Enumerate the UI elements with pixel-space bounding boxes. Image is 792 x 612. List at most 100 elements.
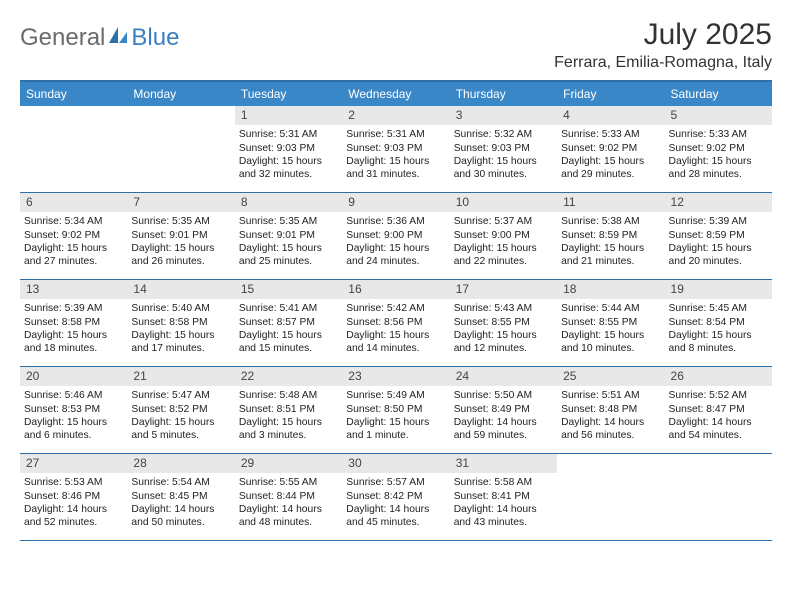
day-line-day1: Daylight: 14 hours (24, 503, 123, 516)
day-line-day2: and 5 minutes. (131, 429, 230, 442)
day-body: Sunrise: 5:35 AMSunset: 9:01 PMDaylight:… (127, 214, 234, 272)
day-line-day1: Daylight: 15 hours (131, 242, 230, 255)
day-cell: 7Sunrise: 5:35 AMSunset: 9:01 PMDaylight… (127, 193, 234, 279)
day-body: Sunrise: 5:48 AMSunset: 8:51 PMDaylight:… (235, 388, 342, 446)
day-cell: 16Sunrise: 5:42 AMSunset: 8:56 PMDayligh… (342, 280, 449, 366)
day-number: 16 (342, 280, 449, 299)
day-line-sunset: Sunset: 8:45 PM (131, 490, 230, 503)
day-line-sunset: Sunset: 8:58 PM (131, 316, 230, 329)
day-line-sunset: Sunset: 8:48 PM (561, 403, 660, 416)
day-body: Sunrise: 5:52 AMSunset: 8:47 PMDaylight:… (665, 388, 772, 446)
day-body: Sunrise: 5:58 AMSunset: 8:41 PMDaylight:… (450, 475, 557, 533)
day-line-day2: and 12 minutes. (454, 342, 553, 355)
day-line-sunset: Sunset: 9:02 PM (669, 142, 768, 155)
day-line-day2: and 18 minutes. (24, 342, 123, 355)
day-number: 30 (342, 454, 449, 473)
day-cell: 5Sunrise: 5:33 AMSunset: 9:02 PMDaylight… (665, 106, 772, 192)
day-cell: 30 Sunrise: 5:57 AMSunset: 8:42 PMDayligh… (342, 454, 449, 540)
day-body: Sunrise: 5:55 AMSunset: 8:44 PMDaylight:… (235, 475, 342, 533)
brand-word1: General (20, 24, 105, 52)
day-line-sunrise: Sunrise: 5:34 AM (24, 215, 123, 228)
day-number: 26 (665, 367, 772, 386)
brand-word2: Blue (131, 24, 179, 52)
day-body: Sunrise: 5:53 AMSunset: 8:46 PMDaylight:… (20, 475, 127, 533)
day-cell: 31Sunrise: 5:58 AMSunset: 8:41 PMDayligh… (450, 454, 557, 540)
day-line-day1: Daylight: 14 hours (454, 503, 553, 516)
day-number: 12 (665, 193, 772, 212)
day-line-day2: and 45 minutes. (346, 516, 445, 529)
day-number: 25 (557, 367, 664, 386)
day-line-day2: and 22 minutes. (454, 255, 553, 268)
day-line-sunrise: Sunrise: 5:53 AM (24, 476, 123, 489)
day-line-day2: and 31 minutes. (346, 168, 445, 181)
day-number: 28 (127, 454, 234, 473)
day-cell: 8Sunrise: 5:35 AMSunset: 9:01 PMDaylight… (235, 193, 342, 279)
day-line-day1: Daylight: 14 hours (239, 503, 338, 516)
day-line-day1: Daylight: 14 hours (131, 503, 230, 516)
day-cell: 17Sunrise: 5:43 AMSunset: 8:55 PMDayligh… (450, 280, 557, 366)
day-line-sunrise: Sunrise: 5:52 AM (669, 389, 768, 402)
day-line-day1: Daylight: 15 hours (454, 155, 553, 168)
day-body: Sunrise: 5:33 AMSunset: 9:02 PMDaylight:… (557, 127, 664, 185)
day-line-day2: and 27 minutes. (24, 255, 123, 268)
day-number: 8 (235, 193, 342, 212)
day-number: 17 (450, 280, 557, 299)
day-body: Sunrise: 5:57 AMSunset: 8:42 PMDaylight:… (342, 475, 449, 533)
day-line-sunrise: Sunrise: 5:31 AM (346, 128, 445, 141)
day-line-day2: and 10 minutes. (561, 342, 660, 355)
day-line-sunset: Sunset: 8:42 PM (346, 490, 445, 503)
day-line-sunset: Sunset: 9:03 PM (239, 142, 338, 155)
day-line-day1: Daylight: 15 hours (454, 329, 553, 342)
day-cell: 26 Sunrise: 5:52 AMSunset: 8:47 PMDayligh… (665, 367, 772, 453)
day-body: Sunrise: 5:32 AMSunset: 9:03 PMDaylight:… (450, 127, 557, 185)
day-line-day1: Daylight: 15 hours (561, 242, 660, 255)
day-line-day1: Daylight: 15 hours (669, 155, 768, 168)
day-line-sunrise: Sunrise: 5:47 AM (131, 389, 230, 402)
day-body: Sunrise: 5:31 AMSunset: 9:03 PMDaylight:… (342, 127, 449, 185)
week-row: 13Sunrise: 5:39 AMSunset: 8:58 PMDayligh… (20, 280, 772, 367)
day-line-day2: and 17 minutes. (131, 342, 230, 355)
day-body: Sunrise: 5:39 AMSunset: 8:59 PMDaylight:… (665, 214, 772, 272)
day-cell: 20Sunrise: 5:46 AMSunset: 8:53 PMDayligh… (20, 367, 127, 453)
day-line-sunset: Sunset: 8:56 PM (346, 316, 445, 329)
week-row: 20Sunrise: 5:46 AMSunset: 8:53 PMDayligh… (20, 367, 772, 454)
day-number: 2 (342, 106, 449, 125)
dow-cell: Wednesday (342, 82, 449, 106)
day-number: 19 (665, 280, 772, 299)
day-cell: 9 Sunrise: 5:36 AMSunset: 9:00 PMDaylight… (342, 193, 449, 279)
month-title: July 2025 (554, 18, 772, 52)
day-number: 13 (20, 280, 127, 299)
day-line-day2: and 20 minutes. (669, 255, 768, 268)
day-line-day2: and 43 minutes. (454, 516, 553, 529)
day-body: Sunrise: 5:40 AMSunset: 8:58 PMDaylight:… (127, 301, 234, 359)
sail-icon (107, 24, 129, 52)
day-line-sunrise: Sunrise: 5:43 AM (454, 302, 553, 315)
day-line-sunrise: Sunrise: 5:40 AM (131, 302, 230, 315)
day-line-day1: Daylight: 14 hours (669, 416, 768, 429)
day-line-sunset: Sunset: 9:02 PM (24, 229, 123, 242)
day-body: Sunrise: 5:31 AMSunset: 9:03 PMDaylight:… (235, 127, 342, 185)
day-body: Sunrise: 5:46 AMSunset: 8:53 PMDaylight:… (20, 388, 127, 446)
week-row: 27Sunrise: 5:53 AMSunset: 8:46 PMDayligh… (20, 454, 772, 541)
day-number: 9 (342, 193, 449, 212)
day-line-sunset: Sunset: 9:02 PM (561, 142, 660, 155)
day-line-sunset: Sunset: 8:58 PM (24, 316, 123, 329)
day-line-sunrise: Sunrise: 5:46 AM (24, 389, 123, 402)
day-body: Sunrise: 5:44 AMSunset: 8:55 PMDaylight:… (557, 301, 664, 359)
day-line-day2: and 25 minutes. (239, 255, 338, 268)
day-number: 22 (235, 367, 342, 386)
day-body: Sunrise: 5:36 AMSunset: 9:00 PMDaylight:… (342, 214, 449, 272)
day-line-day1: Daylight: 15 hours (24, 329, 123, 342)
day-line-sunset: Sunset: 9:00 PM (454, 229, 553, 242)
day-number: 21 (127, 367, 234, 386)
day-line-sunset: Sunset: 8:41 PM (454, 490, 553, 503)
day-cell: 3Sunrise: 5:32 AMSunset: 9:03 PMDaylight… (450, 106, 557, 192)
day-line-day1: Daylight: 15 hours (239, 329, 338, 342)
day-cell: 23Sunrise: 5:49 AMSunset: 8:50 PMDayligh… (342, 367, 449, 453)
day-line-sunset: Sunset: 8:57 PM (239, 316, 338, 329)
day-line-day1: Daylight: 15 hours (346, 329, 445, 342)
day-number: 6 (20, 193, 127, 212)
day-line-day2: and 54 minutes. (669, 429, 768, 442)
day-cell: 11Sunrise: 5:38 AMSunset: 8:59 PMDayligh… (557, 193, 664, 279)
day-body: Sunrise: 5:33 AMSunset: 9:02 PMDaylight:… (665, 127, 772, 185)
